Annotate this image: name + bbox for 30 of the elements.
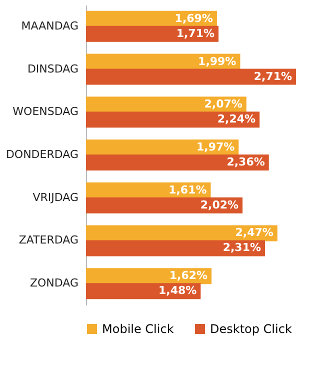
y-tick-label: DINSDAG <box>27 62 78 76</box>
y-tick-label: VRIJDAG <box>32 190 78 204</box>
y-tick-label: ZONDAG <box>30 276 78 290</box>
data-label: 1,99% <box>198 54 236 68</box>
data-label: 2,31% <box>222 241 262 254</box>
bar <box>86 197 243 214</box>
y-tick-label: WOENSDAG <box>12 105 78 118</box>
data-label: 1,62% <box>169 269 208 282</box>
y-tick-label: DONDERDAG <box>6 148 78 161</box>
data-label: 1,48% <box>158 284 197 298</box>
bar <box>86 68 296 85</box>
data-label: 2,36% <box>226 156 265 168</box>
data-label: 1,61% <box>168 183 207 196</box>
data-label: 1,71% <box>176 26 215 40</box>
data-label: 2,07% <box>204 98 242 111</box>
data-label: 2,47% <box>235 226 274 240</box>
bar <box>86 154 269 170</box>
data-label: 1,69% <box>174 12 213 25</box>
y-tick-label: ZATERDAG <box>18 234 78 247</box>
data-label: 1,97% <box>196 140 235 154</box>
y-tick-label: MAANDAG <box>21 19 78 32</box>
data-label: 2,24% <box>217 112 256 126</box>
data-label: 2,02% <box>200 198 239 212</box>
legend-label: Desktop Click <box>210 322 292 336</box>
bar <box>86 26 219 42</box>
legend-label: Mobile Click <box>102 322 174 336</box>
data-label: 2,71% <box>254 70 292 83</box>
bar <box>86 240 266 256</box>
bar <box>86 283 201 300</box>
bar <box>86 112 260 128</box>
